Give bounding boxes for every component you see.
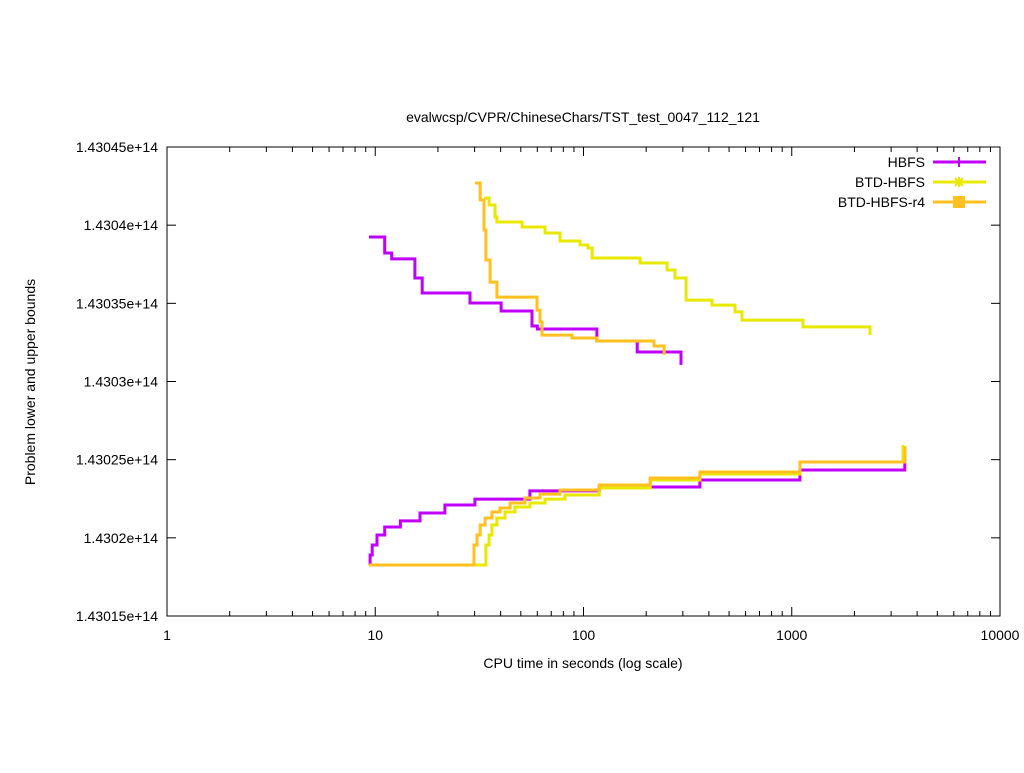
hbfs-lower-bound-line <box>369 449 905 565</box>
y-tick-label: 1.4303e+14 <box>84 374 159 390</box>
x-tick-label: 10000 <box>981 627 1020 643</box>
plot-frame <box>167 147 1000 616</box>
legend-label: BTD-HBFS-r4 <box>838 194 925 210</box>
x-tick-label: 10 <box>367 627 383 643</box>
x-tick-label: 1000 <box>776 627 807 643</box>
legend-label: BTD-HBFS <box>855 174 925 190</box>
y-tick-label: 1.43025e+14 <box>76 452 158 468</box>
square-marker-icon <box>953 196 965 208</box>
legend-label: HBFS <box>888 154 925 170</box>
y-axis-label: Problem lower and upper bounds <box>22 279 38 485</box>
y-tick-label: 1.4302e+14 <box>84 530 159 546</box>
star-marker-icon <box>954 177 964 187</box>
y-tick-label: 1.43015e+14 <box>76 608 158 624</box>
y-tick-label: 1.4304e+14 <box>84 217 159 233</box>
y-tick-label: 1.43045e+14 <box>76 139 158 155</box>
x-tick-label: 100 <box>572 627 596 643</box>
chart-title: evalwcsp/CVPR/ChineseChars/TST_test_0047… <box>406 109 760 125</box>
hbfs-upper-bound-line <box>369 237 681 365</box>
x-tick-label: 1 <box>163 627 171 643</box>
y-tick-label: 1.43035e+14 <box>76 295 158 311</box>
btd-hbfs-upper-bound-line <box>484 198 870 335</box>
plus-marker-icon <box>954 157 964 167</box>
legend: HBFS BTD-HBFS BTD-HBFS-r4 <box>838 154 986 210</box>
x-axis-label: CPU time in seconds (log scale) <box>483 655 682 671</box>
